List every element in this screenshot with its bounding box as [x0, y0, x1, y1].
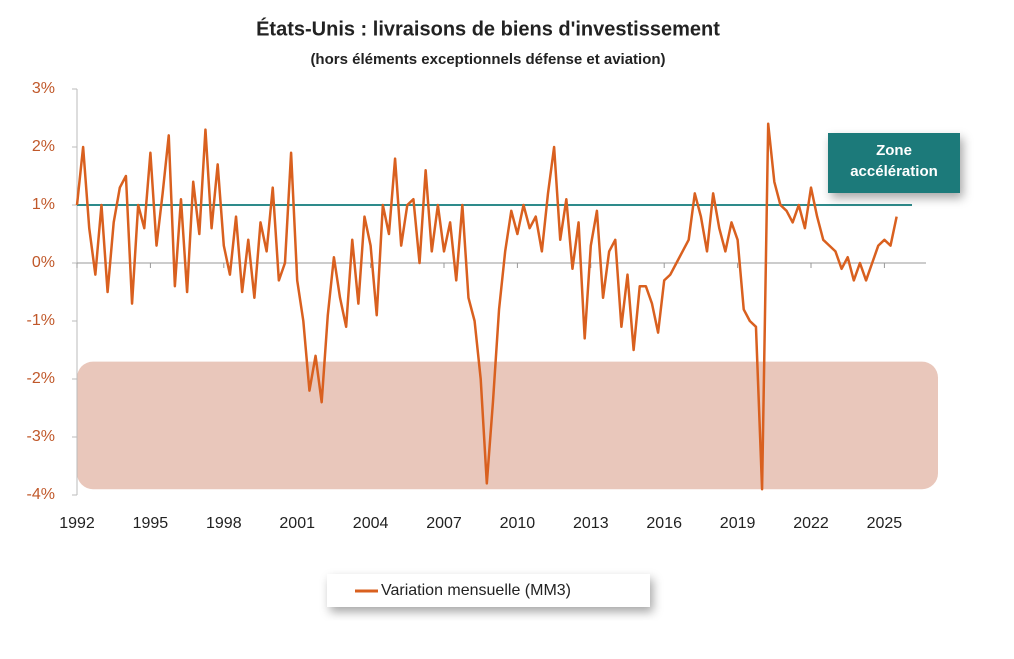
legend-box: [327, 574, 650, 607]
y-tick-label: 2%: [32, 138, 55, 155]
y-tick-label: -3%: [27, 428, 55, 445]
data-line: [75, 122, 898, 491]
shaded-band: [77, 361, 938, 490]
x-tick-label: 2022: [793, 515, 829, 532]
y-tick-label: 0%: [32, 254, 55, 271]
x-tick-label: 2001: [279, 515, 315, 532]
x-tick-label: 2016: [646, 515, 682, 532]
annotation-text: accélération: [850, 163, 938, 180]
legend: Variation mensuelle (MM3): [327, 574, 650, 607]
chart-subtitle: (hors éléments exceptionnels défense et …: [310, 51, 665, 68]
zone-annotation: Zone accélération: [828, 133, 960, 193]
x-tick-label: 2004: [353, 515, 389, 532]
x-tick-label: 2019: [720, 515, 756, 532]
annotation-box: [828, 133, 960, 193]
x-tick-label: 2025: [867, 515, 903, 532]
y-tick-label: 3%: [32, 80, 55, 97]
y-tick-label: -1%: [27, 312, 55, 329]
x-tick-label: 2007: [426, 515, 462, 532]
x-tick-label: 1995: [133, 515, 169, 532]
annotation-text: Zone: [876, 142, 912, 159]
x-tick-label: 2010: [500, 515, 536, 532]
chart-title: États-Unis : livraisons de biens d'inves…: [256, 17, 720, 40]
y-tick-label: -2%: [27, 370, 55, 387]
legend-label: Variation mensuelle (MM3): [381, 582, 571, 599]
x-tick-label: 2013: [573, 515, 609, 532]
y-tick-label: 1%: [32, 196, 55, 213]
plot-area: 3% 2% 1% 0% -1% -2% -3% -4%1992 1995 1998 2001 2004…: [27, 80, 938, 532]
y-tick-label: -4%: [27, 486, 55, 503]
x-tick-label: 1998: [206, 515, 242, 532]
x-tick-label: 1992: [59, 515, 95, 532]
